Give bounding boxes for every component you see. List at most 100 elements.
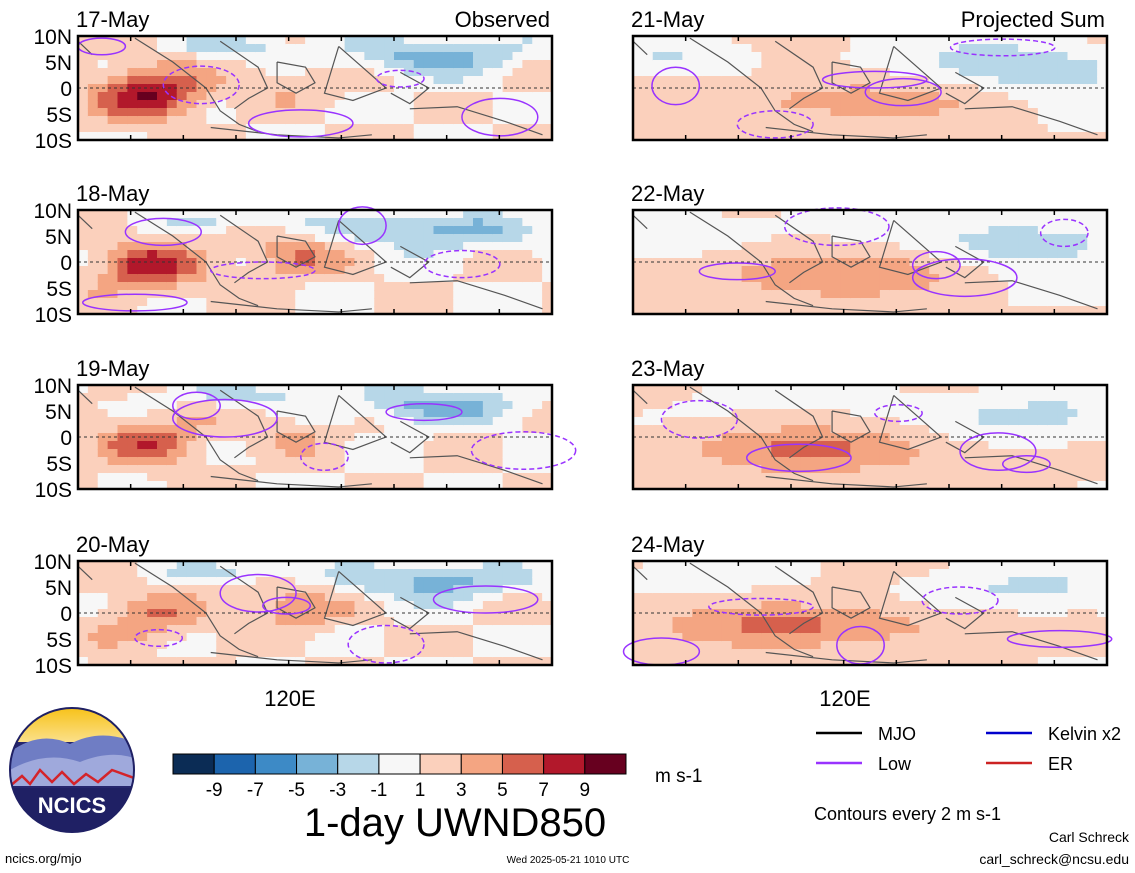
heatmap-cell xyxy=(295,593,306,602)
heatmap-cell xyxy=(830,609,841,618)
heatmap-cell xyxy=(482,617,494,626)
heatmap-cell xyxy=(285,625,296,634)
contour-line xyxy=(698,262,776,281)
heatmap-cell xyxy=(216,561,227,570)
heatmap-cell xyxy=(166,577,178,586)
heatmap-cell xyxy=(453,92,464,101)
heatmap-cell xyxy=(889,657,901,666)
heatmap-cell xyxy=(1047,282,1059,291)
heatmap-cell xyxy=(702,44,713,53)
heatmap-cell xyxy=(206,561,217,570)
heatmap-cell xyxy=(137,92,148,101)
heatmap-cell xyxy=(147,124,158,133)
heatmap-cell xyxy=(810,234,822,243)
heatmap-cell xyxy=(492,76,504,85)
heatmap-cell xyxy=(206,290,217,299)
heatmap-cell xyxy=(1087,393,1098,402)
heatmap-cell xyxy=(840,210,851,219)
heatmap-cell xyxy=(512,100,523,109)
heatmap-cell xyxy=(850,617,861,626)
heatmap-cell xyxy=(771,425,782,434)
heatmap-cell xyxy=(633,36,644,45)
heatmap-cell xyxy=(988,250,999,259)
heatmap-cell xyxy=(978,417,990,426)
heatmap-cell xyxy=(1047,44,1059,53)
heatmap-cell xyxy=(97,242,109,251)
heatmap-cell xyxy=(226,274,237,283)
heatmap-cell xyxy=(206,36,217,45)
heatmap-cell xyxy=(751,282,762,291)
heatmap-cell xyxy=(672,625,683,634)
heatmap-cell xyxy=(860,409,871,418)
heatmap-cell xyxy=(850,44,861,53)
heatmap-cell xyxy=(166,76,178,85)
heatmap-cell xyxy=(1097,274,1108,283)
heatmap-cell xyxy=(482,425,494,434)
heatmap-cell xyxy=(840,266,851,275)
heatmap-cell xyxy=(633,226,644,235)
heatmap-cell xyxy=(1067,44,1078,53)
heatmap-cell xyxy=(413,36,425,45)
heatmap-cell xyxy=(236,266,247,275)
heatmap-cell xyxy=(157,633,168,642)
heatmap-cell xyxy=(433,641,444,650)
heatmap-cell xyxy=(830,593,841,602)
heatmap-cell xyxy=(226,601,237,610)
heatmap-cell xyxy=(1008,132,1019,141)
heatmap-cell xyxy=(741,234,753,243)
heatmap-cell xyxy=(662,306,674,315)
heatmap-cell xyxy=(761,274,772,283)
heatmap-cell xyxy=(186,585,198,594)
heatmap-cell xyxy=(781,481,792,490)
heatmap-cell xyxy=(1087,68,1098,77)
heatmap-cell xyxy=(285,306,296,315)
heatmap-cell xyxy=(196,218,207,227)
heatmap-cell xyxy=(107,417,119,426)
heatmap-cell xyxy=(988,385,999,394)
heatmap-cell xyxy=(265,481,277,490)
heatmap-cell xyxy=(423,633,435,642)
heatmap-cell xyxy=(532,457,543,466)
heatmap-cell xyxy=(305,433,316,442)
heatmap-cell xyxy=(800,577,812,586)
heatmap-cell xyxy=(998,290,1009,299)
heatmap-cell xyxy=(374,481,385,490)
heatmap-cell xyxy=(324,132,336,141)
heatmap-cell xyxy=(502,657,514,666)
heatmap-cell xyxy=(731,633,743,642)
heatmap-cell xyxy=(820,385,832,394)
heatmap-cell xyxy=(939,226,950,235)
heatmap-cell xyxy=(879,92,891,101)
heatmap-cell xyxy=(384,585,395,594)
heatmap-cell xyxy=(354,76,365,85)
heatmap-cell xyxy=(1077,481,1088,490)
heatmap-cell xyxy=(423,409,435,418)
heatmap-cell xyxy=(196,473,207,482)
heatmap-cell xyxy=(147,116,158,125)
heatmap-cell xyxy=(810,457,822,466)
heatmap-cell xyxy=(166,210,178,219)
heatmap-cell xyxy=(107,218,119,227)
heatmap-cell xyxy=(1037,226,1049,235)
heatmap-cell xyxy=(107,585,119,594)
heatmap-cell xyxy=(879,250,891,259)
heatmap-cell xyxy=(633,210,644,219)
heatmap-cell xyxy=(78,465,89,474)
heatmap-cell xyxy=(522,242,533,251)
heatmap-cell xyxy=(107,561,119,570)
heatmap-cell xyxy=(433,210,444,219)
heatmap-cell xyxy=(800,52,812,61)
heatmap-cell xyxy=(889,481,901,490)
heatmap-cell xyxy=(137,258,148,267)
heatmap-cell xyxy=(295,290,306,299)
heatmap-cell xyxy=(840,577,851,586)
heatmap-cell xyxy=(988,282,999,291)
heatmap-cell xyxy=(850,76,861,85)
heatmap-cell xyxy=(394,92,405,101)
heatmap-cell xyxy=(206,210,217,219)
heatmap-cell xyxy=(107,481,119,490)
heatmap-cell xyxy=(137,52,148,61)
heatmap-cell xyxy=(721,569,733,578)
heatmap-cell xyxy=(968,473,980,482)
heatmap-cell xyxy=(949,84,960,93)
